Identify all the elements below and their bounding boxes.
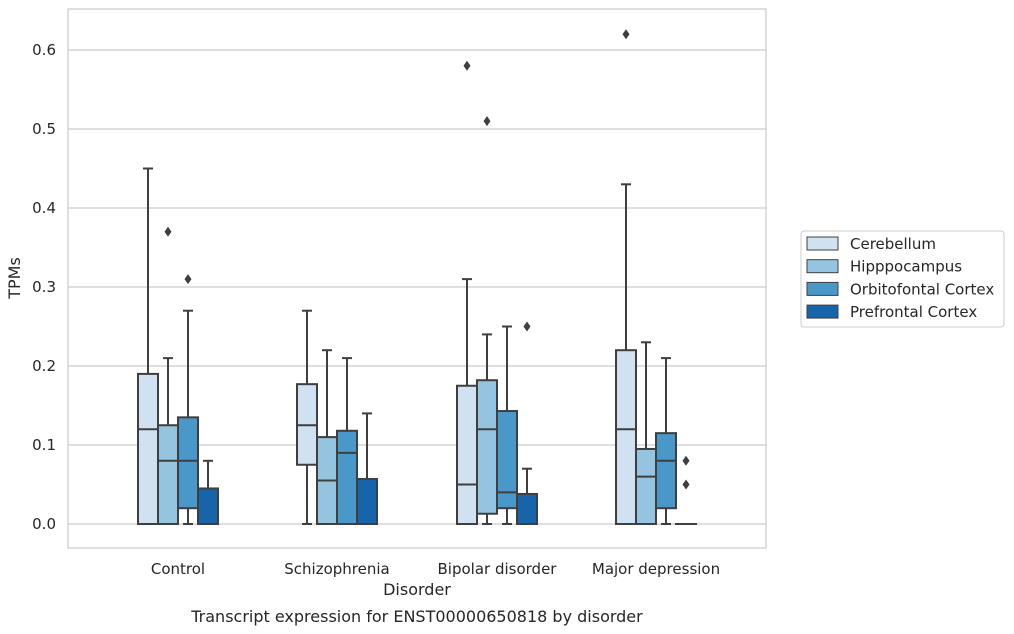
x-axis-label: Disorder: [383, 580, 451, 599]
box-prefrontal-cortex-major-depression: [675, 455, 697, 526]
legend-swatch-cerebellum: [806, 236, 839, 251]
box-orbitofontal-cortex-major-depression: [655, 357, 677, 525]
box-body: [476, 379, 498, 515]
box-body: [456, 384, 478, 525]
y-tick-labels: 0.0 0.1 0.2 0.3 0.4 0.5 0.6: [32, 41, 56, 533]
box-body: [615, 349, 637, 526]
box-cerebellum-major-depression: [615, 29, 637, 526]
legend-label-orbitofontal-cortex: Orbitofontal Cortex: [850, 280, 994, 298]
legend-label-cerebellum: Cerebellum: [850, 235, 936, 253]
box-body: [137, 372, 159, 525]
legend-swatch-hipppocampus: [806, 259, 839, 274]
y-axis-label: TPMs: [5, 257, 24, 300]
box-orbitofontal-cortex-bipolar-disorder: [496, 325, 518, 525]
legend-label-prefrontal-cortex: Prefrontal Cortex: [850, 303, 977, 321]
outlier-point: [682, 455, 690, 466]
y-tick-label: 0.5: [32, 120, 56, 138]
y-tick-label: 0.6: [32, 41, 56, 59]
y-tick-label: 0.4: [32, 199, 56, 217]
y-tick-label: 0.0: [32, 515, 56, 533]
legend: Cerebellum Hipppocampus Orbitofontal Corte…: [800, 230, 1005, 328]
box-body: [655, 432, 677, 510]
outlier-point: [164, 226, 172, 237]
legend-swatch-orbitofontal-cortex: [806, 281, 839, 296]
outlier-point: [483, 116, 491, 127]
outlier-point: [523, 321, 531, 332]
x-tick-label: Schizophrenia: [284, 560, 389, 578]
legend-frame: [800, 230, 1005, 328]
box-prefrontal-cortex-bipolar-disorder: [516, 321, 538, 526]
box-prefrontal-cortex-schizophrenia: [356, 412, 378, 525]
outlier-point: [463, 60, 471, 71]
box-cerebellum-schizophrenia: [296, 309, 318, 525]
x-tick-labels: Control Schizophrenia Bipolar disorder Majo…: [151, 560, 720, 578]
legend-label-hipppocampus: Hipppocampus: [850, 258, 962, 276]
box-body: [496, 410, 518, 510]
box-body: [197, 487, 219, 526]
x-tick-label: Major depression: [592, 560, 720, 578]
box-body: [635, 447, 657, 526]
box-orbitofontal-cortex-control: [177, 274, 199, 525]
box-cerebellum-bipolar-disorder: [456, 60, 478, 525]
box-body: [336, 429, 358, 525]
x-tick-label: Bipolar disorder: [438, 560, 558, 578]
box-body: [157, 424, 179, 525]
y-tick-label: 0.1: [32, 436, 56, 454]
box-body: [516, 492, 538, 526]
box-body: [177, 416, 199, 510]
outlier-point: [682, 479, 690, 490]
chart-caption: Transcript expression for ENST0000065081…: [190, 607, 643, 626]
x-tick-label: Control: [151, 560, 205, 578]
outlier-point: [184, 274, 192, 285]
box-prefrontal-cortex-control: [197, 459, 219, 526]
box-hipppocampus-major-depression: [635, 341, 657, 526]
box-groups: [137, 29, 697, 526]
outlier-point: [622, 29, 630, 40]
y-tick-label: 0.3: [32, 278, 56, 296]
box-orbitofontal-cortex-schizophrenia: [336, 357, 358, 525]
y-tick-label: 0.2: [32, 357, 56, 375]
legend-swatch-prefrontal-cortex: [806, 304, 839, 319]
box-body: [356, 477, 378, 525]
